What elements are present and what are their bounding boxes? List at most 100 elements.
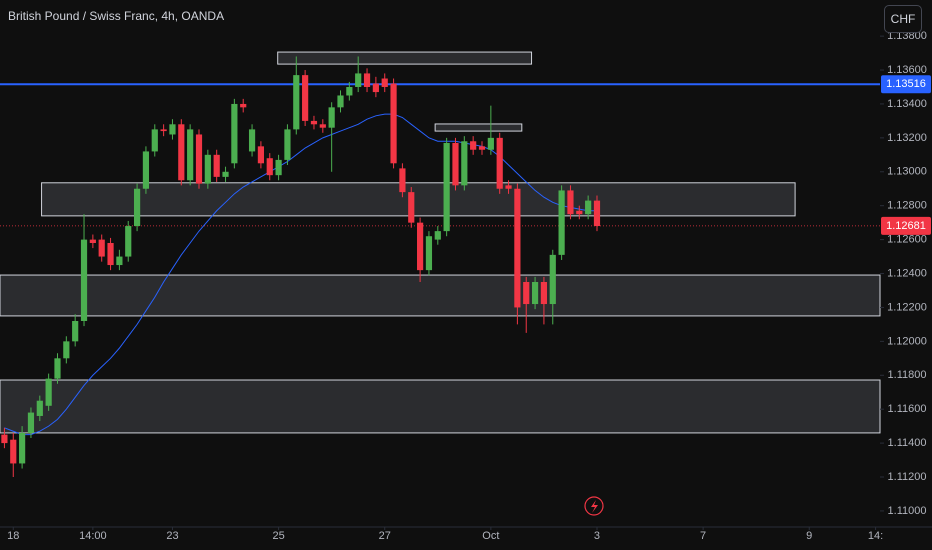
candle-body <box>496 137 503 189</box>
candle-body <box>293 75 300 130</box>
y-tick-label: 1.11800 <box>888 369 927 381</box>
candle-body <box>80 239 88 322</box>
candle-body <box>284 129 291 160</box>
y-tick-label: 1.13000 <box>887 166 927 178</box>
candle-body <box>531 282 539 305</box>
x-tick-label: 25 <box>272 530 284 542</box>
candle-body <box>142 151 150 189</box>
x-tick-label: 27 <box>379 530 391 542</box>
x-tick-label: 3 <box>594 530 600 542</box>
candle-body <box>461 141 468 186</box>
x-tick-label: Oct <box>482 530 499 542</box>
candle-body <box>310 120 318 125</box>
currency-button[interactable]: CHF <box>884 5 922 33</box>
candle-body <box>408 192 415 223</box>
candle-body <box>425 236 433 271</box>
candle-body <box>240 103 247 108</box>
hline-tag-box <box>881 75 931 94</box>
candle-body <box>151 129 158 152</box>
candle-body <box>187 129 194 181</box>
candle-body <box>328 107 335 128</box>
candle-body <box>169 124 176 135</box>
last-price-tag-box <box>881 216 931 235</box>
candle-body <box>470 141 477 150</box>
candle-body <box>417 222 424 271</box>
y-tick-label: 1.12800 <box>887 200 927 212</box>
candle-body <box>381 78 388 87</box>
candle-body <box>487 137 494 150</box>
y-tick-label: 1.13400 <box>887 98 927 110</box>
y-tick-label: 1.11600 <box>888 403 927 415</box>
candle-body <box>585 200 592 215</box>
candle-body <box>257 146 264 164</box>
y-tick-label: 1.11400 <box>888 437 927 449</box>
candle-body <box>452 142 459 186</box>
hline-tag-label: 1.13516 <box>886 78 926 90</box>
candle-body <box>434 231 441 240</box>
y-tick-label: 1.12200 <box>887 301 927 313</box>
x-tick-label: 9 <box>806 530 812 542</box>
candle-body <box>266 158 273 176</box>
candle-body <box>346 86 353 96</box>
zone <box>41 182 796 217</box>
candle-body <box>231 103 238 164</box>
candle-body <box>549 254 556 305</box>
candle-body <box>178 124 185 181</box>
candle-body <box>45 378 52 406</box>
y-tick-label: 1.12400 <box>887 267 927 279</box>
candle-body <box>204 154 211 184</box>
x-tick-label: 23 <box>166 530 178 542</box>
y-tick-label: 1.12600 <box>887 234 927 246</box>
x-tick-label: 7 <box>700 530 706 542</box>
candle-body <box>399 168 406 193</box>
candle-body <box>319 124 326 128</box>
candle-body <box>593 200 601 227</box>
candle-body <box>63 341 70 359</box>
candle-body <box>514 188 521 308</box>
candle-body <box>98 239 105 257</box>
zone <box>277 51 533 65</box>
candle-body <box>302 75 309 121</box>
x-tick-label: 18 <box>7 530 19 542</box>
candle-body <box>248 129 256 152</box>
candle-body <box>505 185 512 189</box>
candle-body <box>523 282 530 305</box>
y-tick-label: 1.11200 <box>888 471 927 483</box>
plot <box>0 51 881 478</box>
candle-body <box>567 190 574 215</box>
candle-body <box>540 282 548 305</box>
flash-icon <box>584 496 604 516</box>
candle-body <box>355 73 362 87</box>
candle-body <box>372 83 379 93</box>
candle-body <box>478 146 486 150</box>
candle-body <box>125 226 132 257</box>
candle-body <box>133 188 141 227</box>
last-price-tag-label: 1.12681 <box>886 220 926 232</box>
candle-body <box>36 400 43 416</box>
y-tick-label: 1.13600 <box>887 64 927 76</box>
candle-body <box>337 95 344 108</box>
y-tick-label: 1.12000 <box>887 335 927 347</box>
candle-body <box>54 358 61 379</box>
candle-body <box>10 439 17 464</box>
zone <box>0 379 881 434</box>
candle-body <box>443 142 450 232</box>
chart-title: British Pound / Swiss Franc, 4h, OANDA <box>8 9 224 23</box>
candle-body <box>160 129 167 132</box>
y-tick-label: 1.11000 <box>888 505 927 517</box>
y-tick-label: 1.13200 <box>887 132 927 144</box>
candle-body <box>390 83 397 164</box>
candle-body <box>222 171 229 177</box>
zone <box>0 274 881 317</box>
candle-body <box>89 239 96 243</box>
zone <box>434 123 523 132</box>
x-tick-label: 14: <box>868 530 883 542</box>
y-tick-label: 1.13800 <box>887 30 927 42</box>
candle-body <box>72 321 79 342</box>
candle-body <box>19 432 26 464</box>
candle-body <box>363 73 371 87</box>
candle-body <box>213 154 220 177</box>
candle-body <box>27 412 35 433</box>
candle-body <box>195 134 203 184</box>
